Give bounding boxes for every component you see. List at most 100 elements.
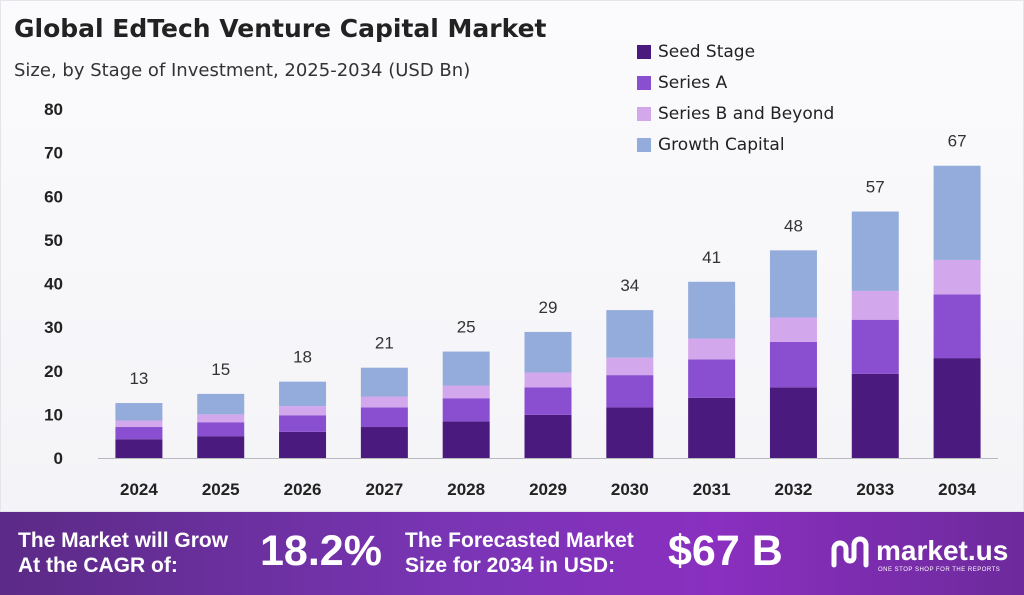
- bar-segment-series-a: [442, 398, 490, 422]
- bar-segment-series-a: [851, 319, 899, 374]
- bar-segment-seed-stage: [442, 421, 490, 458]
- legend-item-seed-stage: Seed Stage: [637, 36, 834, 67]
- bar-total-label: 25: [457, 318, 476, 337]
- bar-segment-seed-stage: [279, 431, 327, 458]
- x-tick-label: 2025: [202, 480, 240, 499]
- x-tick-label: 2033: [856, 480, 894, 499]
- bar-segment-series-b-and-beyond: [197, 414, 245, 423]
- market-us-logo: market.us ONE STOP SHOP FOR THE REPORTS: [830, 535, 1020, 575]
- y-tick-label: 20: [44, 362, 63, 381]
- bar-total-label: 41: [702, 248, 721, 267]
- stacked-bar-chart: 0102030405060708013202415202518202621202…: [44, 100, 998, 499]
- y-tick-label: 30: [44, 318, 63, 337]
- bar-segment-series-a: [360, 407, 408, 428]
- legend-item-series-b-and-beyond: Series B and Beyond: [637, 98, 834, 129]
- forecast-caption-line2: Size for 2034 in USD:: [405, 554, 616, 577]
- bar-segment-series-a: [197, 422, 245, 437]
- y-tick-label: 70: [44, 144, 63, 163]
- bar-segment-series-b-and-beyond: [606, 357, 654, 376]
- forecast-caption-line1: The Forecasted Market: [405, 529, 634, 552]
- y-tick-label: 50: [44, 231, 63, 250]
- legend-swatch: [637, 75, 651, 90]
- bar-segment-seed-stage: [933, 358, 981, 458]
- logo-mark-icon: [831, 536, 869, 568]
- bar-segment-seed-stage: [851, 373, 899, 458]
- logo-tagline: ONE STOP SHOP FOR THE REPORTS: [878, 567, 1001, 573]
- legend-swatch: [637, 106, 651, 121]
- x-tick-label: 2032: [775, 480, 813, 499]
- bar-total-label: 15: [211, 360, 230, 379]
- x-tick-label: 2034: [938, 480, 976, 499]
- logo-name: market.us: [876, 535, 1009, 566]
- bar-segment-growth-capital: [933, 165, 981, 260]
- bar-total-label: 29: [539, 298, 558, 317]
- bar-total-label: 13: [129, 369, 148, 388]
- bar-total-label: 18: [293, 348, 312, 367]
- cagr-caption: The Market will Grow At the CAGR of:: [18, 528, 228, 578]
- bar-segment-seed-stage: [688, 397, 736, 458]
- legend-swatch: [637, 137, 651, 152]
- bar-segment-growth-capital: [197, 393, 245, 415]
- chart-subtitle: Size, by Stage of Investment, 2025-2034 …: [14, 60, 471, 81]
- bar-total-label: 57: [866, 178, 885, 197]
- bar-segment-seed-stage: [197, 436, 245, 458]
- bar-segment-series-b-and-beyond: [769, 317, 817, 342]
- bar-segment-series-a: [606, 375, 654, 408]
- legend-label: Series B and Beyond: [658, 103, 835, 124]
- bar-segment-seed-stage: [524, 414, 572, 458]
- legend-label: Series A: [658, 72, 728, 93]
- bar-segment-series-a: [115, 427, 163, 440]
- bar-segment-series-a: [769, 341, 817, 388]
- bar-segment-growth-capital: [769, 250, 817, 318]
- x-tick-label: 2028: [447, 480, 485, 499]
- bar-segment-series-b-and-beyond: [524, 372, 572, 388]
- x-tick-label: 2027: [365, 480, 403, 499]
- bar-total-label: 48: [784, 216, 803, 235]
- bar-segment-growth-capital: [524, 331, 572, 373]
- x-tick-label: 2029: [529, 480, 567, 499]
- legend-label: Growth Capital: [658, 134, 785, 155]
- bar-segment-series-a: [933, 294, 981, 359]
- bar-segment-growth-capital: [851, 211, 899, 291]
- legend-item-growth-capital: Growth Capital: [637, 129, 834, 160]
- bar-segment-series-b-and-beyond: [442, 385, 490, 399]
- bar-segment-growth-capital: [115, 403, 163, 421]
- bar-segment-growth-capital: [279, 381, 327, 407]
- bar-segment-series-a: [524, 387, 572, 415]
- y-tick-label: 0: [54, 449, 63, 468]
- bar-segment-series-b-and-beyond: [851, 290, 899, 320]
- bar-total-label: 21: [375, 334, 394, 353]
- bar-segment-seed-stage: [769, 387, 817, 458]
- y-tick-label: 80: [44, 100, 63, 119]
- x-tick-label: 2031: [693, 480, 731, 499]
- bar-segment-series-a: [279, 415, 327, 432]
- legend: Seed Stage Series A Series B and Beyond …: [637, 36, 834, 160]
- bar-segment-growth-capital: [688, 281, 736, 339]
- y-tick-label: 40: [44, 275, 63, 294]
- footer-banner: The Market will Grow At the CAGR of: 18.…: [0, 512, 1024, 595]
- x-tick-label: 2024: [120, 480, 158, 499]
- bar-segment-series-b-and-beyond: [360, 396, 408, 408]
- forecast-value: $67 B: [668, 527, 783, 575]
- chart-title: Global EdTech Venture Capital Market: [14, 14, 547, 43]
- legend-swatch: [637, 44, 651, 59]
- x-tick-label: 2030: [611, 480, 649, 499]
- bar-segment-series-a: [688, 359, 736, 398]
- bar-segment-growth-capital: [606, 310, 654, 358]
- bar-segment-series-b-and-beyond: [688, 338, 736, 360]
- bar-segment-seed-stage: [606, 407, 654, 458]
- bar-segment-seed-stage: [115, 439, 163, 458]
- bar-segment-series-b-and-beyond: [115, 420, 163, 428]
- cagr-value: 18.2%: [260, 527, 382, 575]
- cagr-caption-line1: The Market will Grow: [18, 529, 229, 552]
- bar-segment-growth-capital: [442, 351, 490, 386]
- bar-total-label: 34: [620, 276, 639, 295]
- bar-segment-series-b-and-beyond: [933, 259, 981, 295]
- bar-segment-series-b-and-beyond: [279, 406, 327, 416]
- bar-segment-seed-stage: [360, 427, 408, 458]
- y-tick-label: 60: [44, 187, 63, 206]
- bar-total-label: 67: [948, 132, 967, 151]
- legend-label: Seed Stage: [658, 41, 756, 62]
- cagr-caption-line2: At the CAGR of:: [18, 554, 178, 577]
